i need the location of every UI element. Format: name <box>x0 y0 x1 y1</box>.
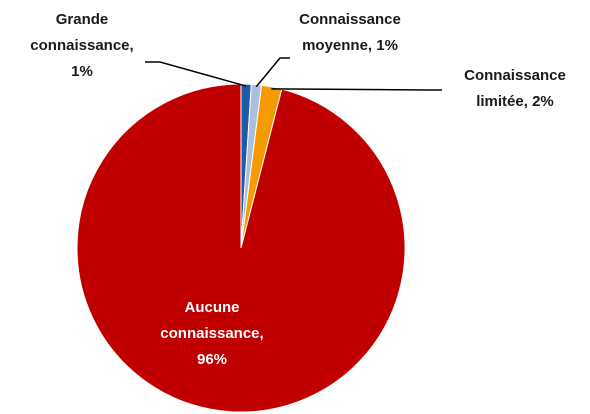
data-label-line: 96% <box>197 351 227 368</box>
data-label: Connaissance moyenne, 1% <box>299 11 401 54</box>
data-label-line: Connaissance <box>464 67 566 84</box>
data-label: Grande connaissance, 1% <box>30 11 133 80</box>
leader-line <box>145 61 247 87</box>
data-label-line: Connaissance <box>299 11 401 28</box>
data-label-line: Aucune <box>184 299 239 316</box>
data-label-line: moyenne, 1% <box>302 37 398 54</box>
data-label: Aucune connaissance, 96% <box>160 299 263 368</box>
data-label-line: connaissance, <box>160 325 263 342</box>
leader-line <box>271 88 442 91</box>
leader-line <box>255 57 290 88</box>
data-label-line: 1% <box>71 63 93 80</box>
data-label: Connaissance limitée, 2% <box>464 67 566 110</box>
data-label-line: limitée, 2% <box>476 93 554 110</box>
pie-slice <box>76 83 406 413</box>
data-label-line: connaissance, <box>30 37 133 54</box>
data-label-line: Grande <box>56 11 109 28</box>
